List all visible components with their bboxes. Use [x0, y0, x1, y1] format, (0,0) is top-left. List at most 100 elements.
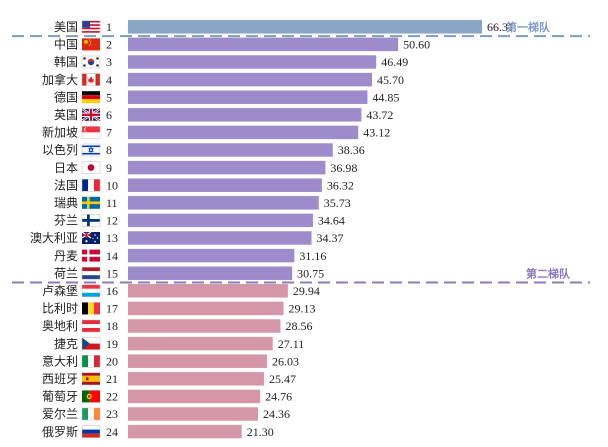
bar — [128, 108, 362, 122]
country-label: 中国 — [54, 37, 78, 52]
rank-label: 13 — [106, 231, 118, 245]
bar-row-18: 奥地利 18 28.56 — [42, 319, 312, 333]
bar — [128, 55, 377, 69]
bar-row-16: 卢森堡 16 29.94 — [42, 283, 320, 298]
bar — [128, 336, 273, 351]
rank-label: 15 — [106, 266, 118, 280]
bar — [128, 266, 293, 280]
value-label: 24.36 — [263, 407, 290, 421]
cn-flag-icon — [82, 38, 100, 51]
bar-row-7: 新加坡 7 43.12 — [42, 125, 390, 140]
bar — [128, 301, 284, 316]
bar-row-13: 澳大利亚 13 34.37 — [30, 231, 344, 245]
bar — [128, 407, 259, 421]
rank-label: 20 — [106, 354, 118, 368]
bar-row-8: 以色列 8 38.36 — [42, 143, 365, 157]
value-label: 38.36 — [338, 143, 365, 157]
rank-label: 12 — [106, 214, 118, 228]
tier-divider-2: 第二梯队 — [12, 267, 590, 284]
country-label: 丹麦 — [54, 249, 78, 263]
bar — [128, 424, 242, 439]
country-label: 奥地利 — [42, 319, 78, 333]
bar — [128, 37, 399, 52]
bar — [128, 372, 264, 386]
country-label: 以色列 — [42, 143, 78, 157]
value-label: 66.31 — [487, 20, 514, 34]
bar — [128, 160, 326, 175]
bar — [128, 20, 482, 34]
rank-label: 18 — [106, 319, 118, 333]
fr-flag-icon — [81, 178, 101, 192]
bar-row-24: 俄罗斯 24 21.30 — [42, 425, 274, 439]
country-label: 卢森堡 — [42, 283, 78, 298]
country-label: 西班牙 — [42, 372, 78, 386]
pt-flag-icon — [82, 390, 100, 403]
rank-label: 14 — [106, 249, 118, 263]
bar-row-6: 英国 6 43.72 — [54, 107, 393, 122]
sg-flag-icon — [81, 126, 101, 139]
rank-label: 3 — [106, 55, 112, 69]
bar — [128, 319, 281, 333]
country-label: 瑞典 — [54, 196, 78, 210]
rank-label: 24 — [106, 425, 118, 439]
nl-flag-icon — [81, 266, 101, 280]
bar — [128, 231, 312, 245]
bar-row-19: 捷克 19 27.11 — [54, 337, 304, 351]
bar — [128, 284, 288, 298]
bar-row-2: 中国 2 50.60 — [54, 37, 430, 52]
rank-label: 8 — [106, 143, 112, 157]
bar — [128, 196, 319, 210]
country-label: 爱尔兰 — [42, 406, 78, 421]
country-label: 加拿大 — [42, 72, 78, 87]
value-label: 26.03 — [272, 354, 299, 368]
bar-row-5: 德国 5 44.85 — [54, 89, 399, 104]
bar-row-9: 日本 9 36.98 — [54, 161, 357, 175]
value-label: 50.60 — [403, 38, 430, 52]
bar — [128, 178, 322, 192]
rank-label: 11 — [106, 196, 118, 210]
value-label: 24.76 — [265, 390, 292, 404]
country-label: 新加坡 — [42, 125, 78, 140]
value-label: 31.16 — [299, 249, 326, 263]
value-label: 21.30 — [247, 425, 274, 439]
value-label: 45.70 — [377, 73, 404, 87]
country-label: 葡萄牙 — [42, 390, 78, 404]
value-label: 36.32 — [327, 178, 354, 192]
rank-label: 16 — [106, 284, 118, 298]
bar — [128, 354, 267, 368]
value-label: 43.12 — [363, 126, 390, 140]
bar — [128, 143, 333, 157]
value-label: 43.72 — [366, 108, 393, 122]
country-label: 荷兰 — [54, 266, 78, 280]
rank-label: 4 — [106, 73, 112, 87]
rank-label: 17 — [106, 302, 118, 316]
rank-label: 23 — [106, 407, 118, 421]
bar-row-20: 意大利 20 26.03 — [42, 353, 299, 368]
dk-flag-icon — [82, 249, 100, 262]
country-label: 澳大利亚 — [30, 231, 78, 245]
bar — [128, 90, 368, 104]
rank-label: 10 — [106, 178, 118, 192]
bar — [128, 389, 261, 404]
value-label: 28.56 — [285, 319, 312, 333]
cz-flag-icon — [81, 337, 101, 350]
es-flag-icon — [82, 372, 100, 385]
tier-divider-1: 第一梯队 — [12, 20, 590, 38]
bar-row-14: 丹麦 14 31.16 — [54, 249, 326, 263]
rank-label: 6 — [106, 108, 112, 122]
country-label: 芬兰 — [54, 214, 78, 228]
bar-row-12: 芬兰 12 34.64 — [54, 214, 345, 228]
au-flag-icon — [81, 231, 100, 244]
value-label: 36.98 — [330, 161, 357, 175]
country-label: 比利时 — [42, 302, 78, 316]
country-label: 德国 — [54, 89, 78, 104]
bar-row-11: 瑞典 11 35.73 — [54, 196, 351, 210]
country-label: 俄罗斯 — [42, 425, 78, 439]
rank-label: 7 — [106, 126, 112, 140]
rank-label: 22 — [106, 390, 118, 404]
gb-flag-icon — [81, 107, 101, 122]
kr-flag-icon — [81, 55, 101, 69]
country-label: 日本 — [54, 161, 78, 175]
value-label: 46.49 — [381, 55, 408, 69]
value-label: 29.94 — [293, 284, 320, 298]
